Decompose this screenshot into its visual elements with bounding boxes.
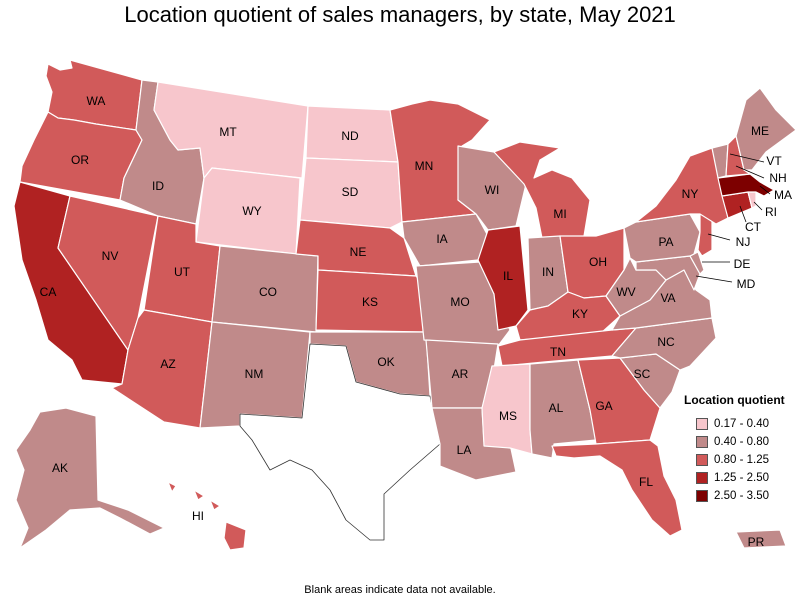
legend-item: 0.40 - 0.80 (684, 433, 796, 451)
label-leader-lines (695, 153, 771, 283)
label-ak: AK (52, 461, 68, 475)
label-sc: SC (634, 367, 651, 381)
label-nd: ND (341, 129, 359, 143)
label-wv: WV (616, 285, 635, 299)
label-pa: PA (658, 235, 673, 249)
label-nh: NH (769, 171, 786, 185)
footnote: Blank areas indicate data not available. (304, 584, 496, 596)
label-ks: KS (362, 295, 378, 309)
legend-label: 0.80 - 1.25 (714, 454, 769, 466)
label-ny: NY (682, 187, 699, 201)
label-ri: RI (765, 205, 777, 219)
legend-item: 2.50 - 3.50 (684, 487, 796, 505)
legend-swatch (696, 418, 708, 430)
state-wy[interactable] (195, 167, 301, 255)
label-mn: MN (415, 159, 434, 173)
state-de[interactable] (689, 251, 705, 275)
label-ct: CT (745, 220, 762, 234)
label-nv: NV (102, 249, 119, 263)
label-ut: UT (174, 265, 191, 279)
state-mn[interactable] (389, 99, 491, 223)
state-fl[interactable] (551, 439, 683, 537)
label-la: LA (457, 443, 472, 457)
state-tx-no-data (239, 343, 441, 541)
label-nj: NJ (736, 235, 751, 249)
state-il[interactable] (477, 225, 529, 331)
label-ar: AR (452, 367, 469, 381)
map-title: Location quotient of sales managers, by … (124, 2, 676, 27)
state-me[interactable] (735, 87, 797, 171)
label-fl: FL (639, 475, 653, 489)
state-mt[interactable] (153, 81, 309, 179)
label-sd: SD (342, 185, 359, 199)
label-pr: PR (748, 535, 765, 549)
legend-swatch (696, 472, 708, 484)
label-ca: CA (40, 285, 57, 299)
label-ok: OK (377, 355, 394, 369)
legend-label: 1.25 - 2.50 (714, 472, 769, 484)
label-mt: MT (219, 125, 237, 139)
label-nc: NC (657, 335, 675, 349)
label-mi: MI (553, 207, 566, 221)
label-wa: WA (87, 94, 106, 108)
state-ma[interactable] (717, 173, 775, 197)
label-oh: OH (589, 255, 607, 269)
label-ms: MS (499, 409, 517, 423)
label-ma: MA (774, 188, 792, 202)
label-az: AZ (160, 357, 175, 371)
legend-label: 0.17 - 0.40 (714, 418, 769, 430)
label-mo: MO (450, 295, 469, 309)
legend-swatch (696, 490, 708, 502)
label-md: MD (737, 277, 756, 291)
legend-items: 0.17 - 0.40 0.40 - 0.80 0.80 - 1.25 1.25… (684, 415, 796, 505)
legend-item: 0.17 - 0.40 (684, 415, 796, 433)
label-ky: KY (572, 307, 588, 321)
state-pr[interactable] (735, 529, 787, 549)
legend-item: 1.25 - 2.50 (684, 469, 796, 487)
label-hi: HI (192, 509, 204, 523)
state-sd[interactable] (299, 157, 403, 229)
legend-swatch (696, 454, 708, 466)
legend-item: 0.80 - 1.25 (684, 451, 796, 469)
label-ne: NE (350, 245, 367, 259)
state-mi[interactable] (493, 141, 591, 239)
label-wi: WI (485, 183, 500, 197)
state-hi[interactable] (167, 481, 247, 551)
label-il: IL (503, 269, 513, 283)
label-al: AL (549, 401, 564, 415)
label-or: OR (71, 153, 89, 167)
label-in: IN (542, 265, 554, 279)
label-co: CO (259, 285, 277, 299)
label-me: ME (751, 124, 769, 138)
legend-swatch (696, 436, 708, 448)
label-id: ID (152, 179, 164, 193)
label-vt: VT (766, 154, 782, 168)
label-de: DE (734, 257, 751, 271)
legend-label: 2.50 - 3.50 (714, 490, 769, 502)
label-ia: IA (436, 232, 447, 246)
label-tn: TN (550, 345, 566, 359)
label-wy: WY (242, 204, 261, 218)
label-nm: NM (245, 367, 264, 381)
label-va: VA (660, 291, 675, 305)
label-ga: GA (595, 399, 612, 413)
legend-label: 0.40 - 0.80 (714, 436, 769, 448)
legend-title: Location quotient (684, 393, 785, 407)
map-legend: Location quotient 0.17 - 0.40 0.40 - 0.8… (684, 393, 796, 505)
state-ak[interactable] (15, 407, 165, 549)
